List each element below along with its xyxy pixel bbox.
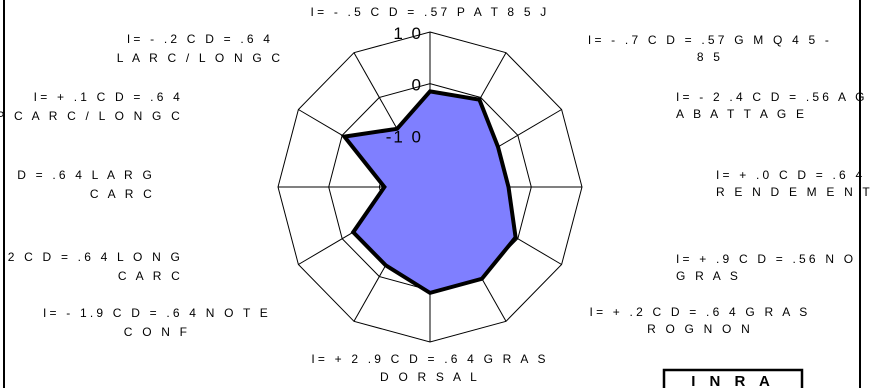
radial-tick-label: 1 0	[393, 24, 423, 43]
axis-label: 2 C D = .6 4 L O N G	[8, 250, 183, 264]
axis-label: I= + .2 C D = .6 4 G R A S	[590, 305, 811, 319]
axis-label: C A R C	[118, 269, 183, 283]
radial-tick-labels: 1 0 0 -1 0	[386, 24, 423, 146]
inra-badge-box	[662, 368, 804, 388]
axis-label: C O N F	[124, 325, 190, 339]
axis-label: I= + .9 C D = .56 N O	[676, 252, 856, 266]
radial-tick-label: -1 0	[386, 127, 423, 146]
axis-label: I= - .7 C D = .57 G M Q 4 5 -	[588, 33, 832, 47]
axis-label: I= - .5 C D = .57 P A T 8 5 J	[311, 5, 550, 19]
series-polygon	[340, 89, 518, 296]
axis-label: A B A T T A G E	[676, 107, 807, 121]
axis-label: I= - 2 .4 C D = .56 A G	[676, 90, 868, 104]
axis-label: C A R C	[90, 187, 155, 201]
axis-label: I= - 1.9 C D = .6 4 N O T E	[43, 306, 271, 320]
axis-labels: I= - .5 C D = .57 P A T 8 5 J I= - .7 C D…	[0, 5, 873, 384]
axis-label: I= + .0 C D = .6 4	[716, 168, 865, 182]
inra-badge: I N R A	[662, 368, 804, 388]
axis-label: I= + .1 C D = .6 4	[34, 90, 183, 104]
axis-label: P C A R C / L O N G C	[0, 109, 183, 123]
axis-label: D = .6 4 L A R G	[17, 168, 155, 182]
axis-label: I= - .2 C D = .6 4	[127, 32, 273, 46]
axis-label: R O G N O N	[647, 322, 753, 336]
radar-series	[340, 89, 518, 296]
axis-label: L A R C / L O N G C	[117, 51, 284, 65]
axis-label: G R A S	[676, 269, 741, 283]
axis-label: I= + 2 .9 C D = .6 4 G R A S	[311, 352, 548, 366]
plot-frame	[3, 0, 861, 388]
axis-label: 8 5	[697, 50, 723, 64]
radial-tick-label: 0	[412, 76, 423, 95]
inra-badge-text: I N R A	[691, 373, 775, 388]
axis-label: R E N D E M E N T	[716, 185, 873, 199]
axis-label: D O R S A L	[380, 370, 480, 384]
